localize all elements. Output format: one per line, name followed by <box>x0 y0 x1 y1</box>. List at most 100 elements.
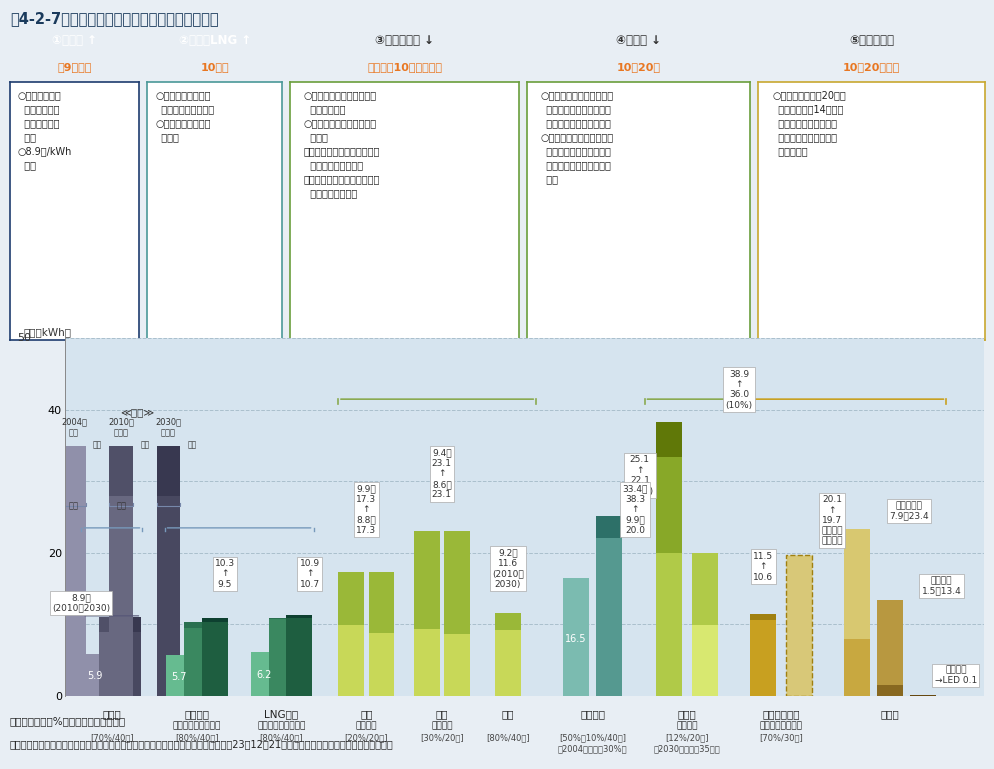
Text: 10円台: 10円台 <box>201 62 229 72</box>
Bar <box>83 654 108 696</box>
Bar <box>63 445 85 496</box>
Text: LNG火力: LNG火力 <box>264 709 298 719</box>
Bar <box>750 620 776 696</box>
Bar <box>184 628 210 696</box>
Text: 資料：「基本方針～エネルギー・環境戦略に関する選択肢の提示に向けて～」（平成23年12月21日エネルギー・環境会議）より環境省作成: 資料：「基本方針～エネルギー・環境戦略に関する選択肢の提示に向けて～」（平成23… <box>10 740 394 750</box>
Bar <box>268 619 294 696</box>
Text: 白熱電球
→LED 0.1: 白熱電球 →LED 0.1 <box>934 666 977 685</box>
Text: [12%/20年]: [12%/20年] <box>665 733 709 742</box>
Bar <box>692 625 718 696</box>
Text: 2030年
モデル: 2030年 モデル <box>155 418 182 437</box>
Text: （熱価値控除後）: （熱価値控除後） <box>759 721 803 730</box>
Bar <box>414 531 439 629</box>
Text: （2004年試算は30%）: （2004年試算は30%） <box>558 744 627 754</box>
Text: [80%/40年]: [80%/40年] <box>259 733 303 742</box>
Text: 冷蔵庫：
1.5～13.4: 冷蔵庫： 1.5～13.4 <box>921 577 961 596</box>
Bar <box>495 630 521 696</box>
Text: 2004年
試算: 2004年 試算 <box>61 418 87 437</box>
Text: 9.2～
11.6
(2010＝
2030): 9.2～ 11.6 (2010＝ 2030) <box>492 548 524 589</box>
Text: 下限: 下限 <box>69 501 80 511</box>
Text: 10～20円程度: 10～20円程度 <box>843 62 901 72</box>
Bar <box>109 445 133 496</box>
Bar <box>202 618 228 622</box>
Text: 図4-2-7　原子力発電以外の電源のコストの検証: 図4-2-7 原子力発電以外の電源のコストの検証 <box>10 12 219 27</box>
Bar <box>444 531 470 634</box>
Bar <box>369 572 395 633</box>
Text: エアコン：
7.9～23.4: エアコン： 7.9～23.4 <box>889 501 928 521</box>
FancyBboxPatch shape <box>786 555 812 696</box>
Bar <box>250 651 276 696</box>
Bar <box>202 622 228 696</box>
Text: 5.9: 5.9 <box>87 671 103 681</box>
Bar <box>564 578 589 696</box>
Bar <box>184 622 210 628</box>
Bar <box>877 685 903 696</box>
Bar <box>877 600 903 685</box>
Bar <box>495 613 521 630</box>
Text: ○燃料費や二酸化炭
  素対策により上昇。
○原子力と同等の競
  争力。: ○燃料費や二酸化炭 素対策により上昇。 ○原子力と同等の競 争力。 <box>155 90 215 142</box>
Bar <box>750 614 776 620</box>
Text: 33.4～
38.3
↑
9.9～
20.0: 33.4～ 38.3 ↑ 9.9～ 20.0 <box>622 484 648 535</box>
Bar <box>98 618 124 632</box>
Text: （円／kWh）: （円／kWh） <box>23 327 72 337</box>
Bar <box>115 618 141 632</box>
Text: 下限: 下限 <box>116 501 126 511</box>
Text: ②石炭・LNG ↑: ②石炭・LNG ↑ <box>179 35 250 47</box>
Text: 5.7: 5.7 <box>171 671 187 681</box>
Text: [80%/40年]: [80%/40年] <box>175 733 219 742</box>
Bar <box>656 457 682 553</box>
Bar <box>268 618 294 619</box>
Text: （2030モデルは35年）: （2030モデルは35年） <box>654 744 721 754</box>
Bar <box>369 633 395 696</box>
Bar <box>656 422 682 457</box>
Text: 現状でも10円以下あり: 現状でも10円以下あり <box>367 62 442 72</box>
Bar <box>109 496 133 696</box>
Bar <box>656 553 682 696</box>
Text: [50%・10%/40年]: [50%・10%/40年] <box>560 733 626 742</box>
Text: 約9円以上: 約9円以上 <box>58 62 91 72</box>
Text: 原子力: 原子力 <box>102 709 121 719</box>
Text: 6.2: 6.2 <box>255 671 271 681</box>
Text: ガスコジェネ: ガスコジェネ <box>762 709 800 719</box>
Text: ○条件がよければ現状でも
  競争力あり。
○大量導入には下記の制約
  あり。
・風力は北海道・東北に偏在
  し、送電コスト増。
・地熱は自然公園内に偏在す: ○条件がよければ現状でも 競争力あり。 ○大量導入には下記の制約 あり。 ・風力… <box>304 90 381 198</box>
Text: 省エネ: 省エネ <box>881 709 900 719</box>
Text: （新政策シナリオ）: （新政策シナリオ） <box>172 721 221 730</box>
Text: 上限: 上限 <box>187 440 197 449</box>
Bar <box>63 496 85 696</box>
Text: 【設備利用率（%）／稼働年数（年）】: 【設備利用率（%）／稼働年数（年）】 <box>10 717 126 727</box>
Text: [70%/30年]: [70%/30年] <box>759 733 803 742</box>
Text: 石油火力: 石油火力 <box>580 709 605 719</box>
Bar <box>844 640 870 696</box>
Text: 9.4～
23.1
↑
8.6～
23.1: 9.4～ 23.1 ↑ 8.6～ 23.1 <box>431 448 452 499</box>
Text: 16.5: 16.5 <box>566 634 586 644</box>
Bar <box>286 618 312 696</box>
Bar <box>414 629 439 696</box>
Text: 石炭火力: 石炭火力 <box>184 709 209 719</box>
Text: 風力: 風力 <box>435 709 448 719</box>
Text: ≪凡例≫: ≪凡例≫ <box>120 407 155 417</box>
Text: 2010年
モデル: 2010年 モデル <box>108 418 134 437</box>
Bar <box>444 634 470 696</box>
Bar <box>286 615 312 618</box>
Text: [20%/20年]: [20%/20年] <box>345 733 388 742</box>
Text: 上限: 上限 <box>93 440 102 449</box>
Text: 上限: 上限 <box>140 440 149 449</box>
Text: [70%/40年]: [70%/40年] <box>89 733 133 742</box>
Text: 20.1
↑
19.7
（熱価値
控除前）: 20.1 ↑ 19.7 （熱価値 控除前） <box>821 495 843 546</box>
Text: ④太陽光 ↓: ④太陽光 ↓ <box>616 35 661 47</box>
Text: 8.9～
(2010＝2030): 8.9～ (2010＝2030) <box>52 593 110 612</box>
Text: 10～20円: 10～20円 <box>616 62 661 72</box>
Text: ○事故リスク対
  応費用等の社
  会的費用が発
  生。
○8.9円/kWh
  以上: ○事故リスク対 応費用等の社 会的費用が発 生。 ○8.9円/kWh 以上 <box>18 90 73 170</box>
Text: 25.1
↑
22.1
(50%): 25.1 ↑ 22.1 (50%) <box>626 455 653 496</box>
Text: （新政策シナリオ）: （新政策シナリオ） <box>257 721 306 730</box>
Text: 9.9～
17.3
↑
8.8～
17.3: 9.9～ 17.3 ↑ 8.8～ 17.3 <box>356 484 377 535</box>
Bar <box>338 572 364 625</box>
Text: [80%/40年]: [80%/40年] <box>486 733 530 742</box>
Text: ①原子力 ↑: ①原子力 ↑ <box>52 35 97 47</box>
Text: 10.3
↑
9.5: 10.3 ↑ 9.5 <box>215 559 235 589</box>
Text: ⑤分散型電源: ⑤分散型電源 <box>849 35 895 47</box>
Bar <box>844 528 870 640</box>
Text: 太陽光: 太陽光 <box>678 709 697 719</box>
Text: [30%/20年]: [30%/20年] <box>420 733 463 742</box>
Text: （洋上）: （洋上） <box>431 721 452 730</box>
